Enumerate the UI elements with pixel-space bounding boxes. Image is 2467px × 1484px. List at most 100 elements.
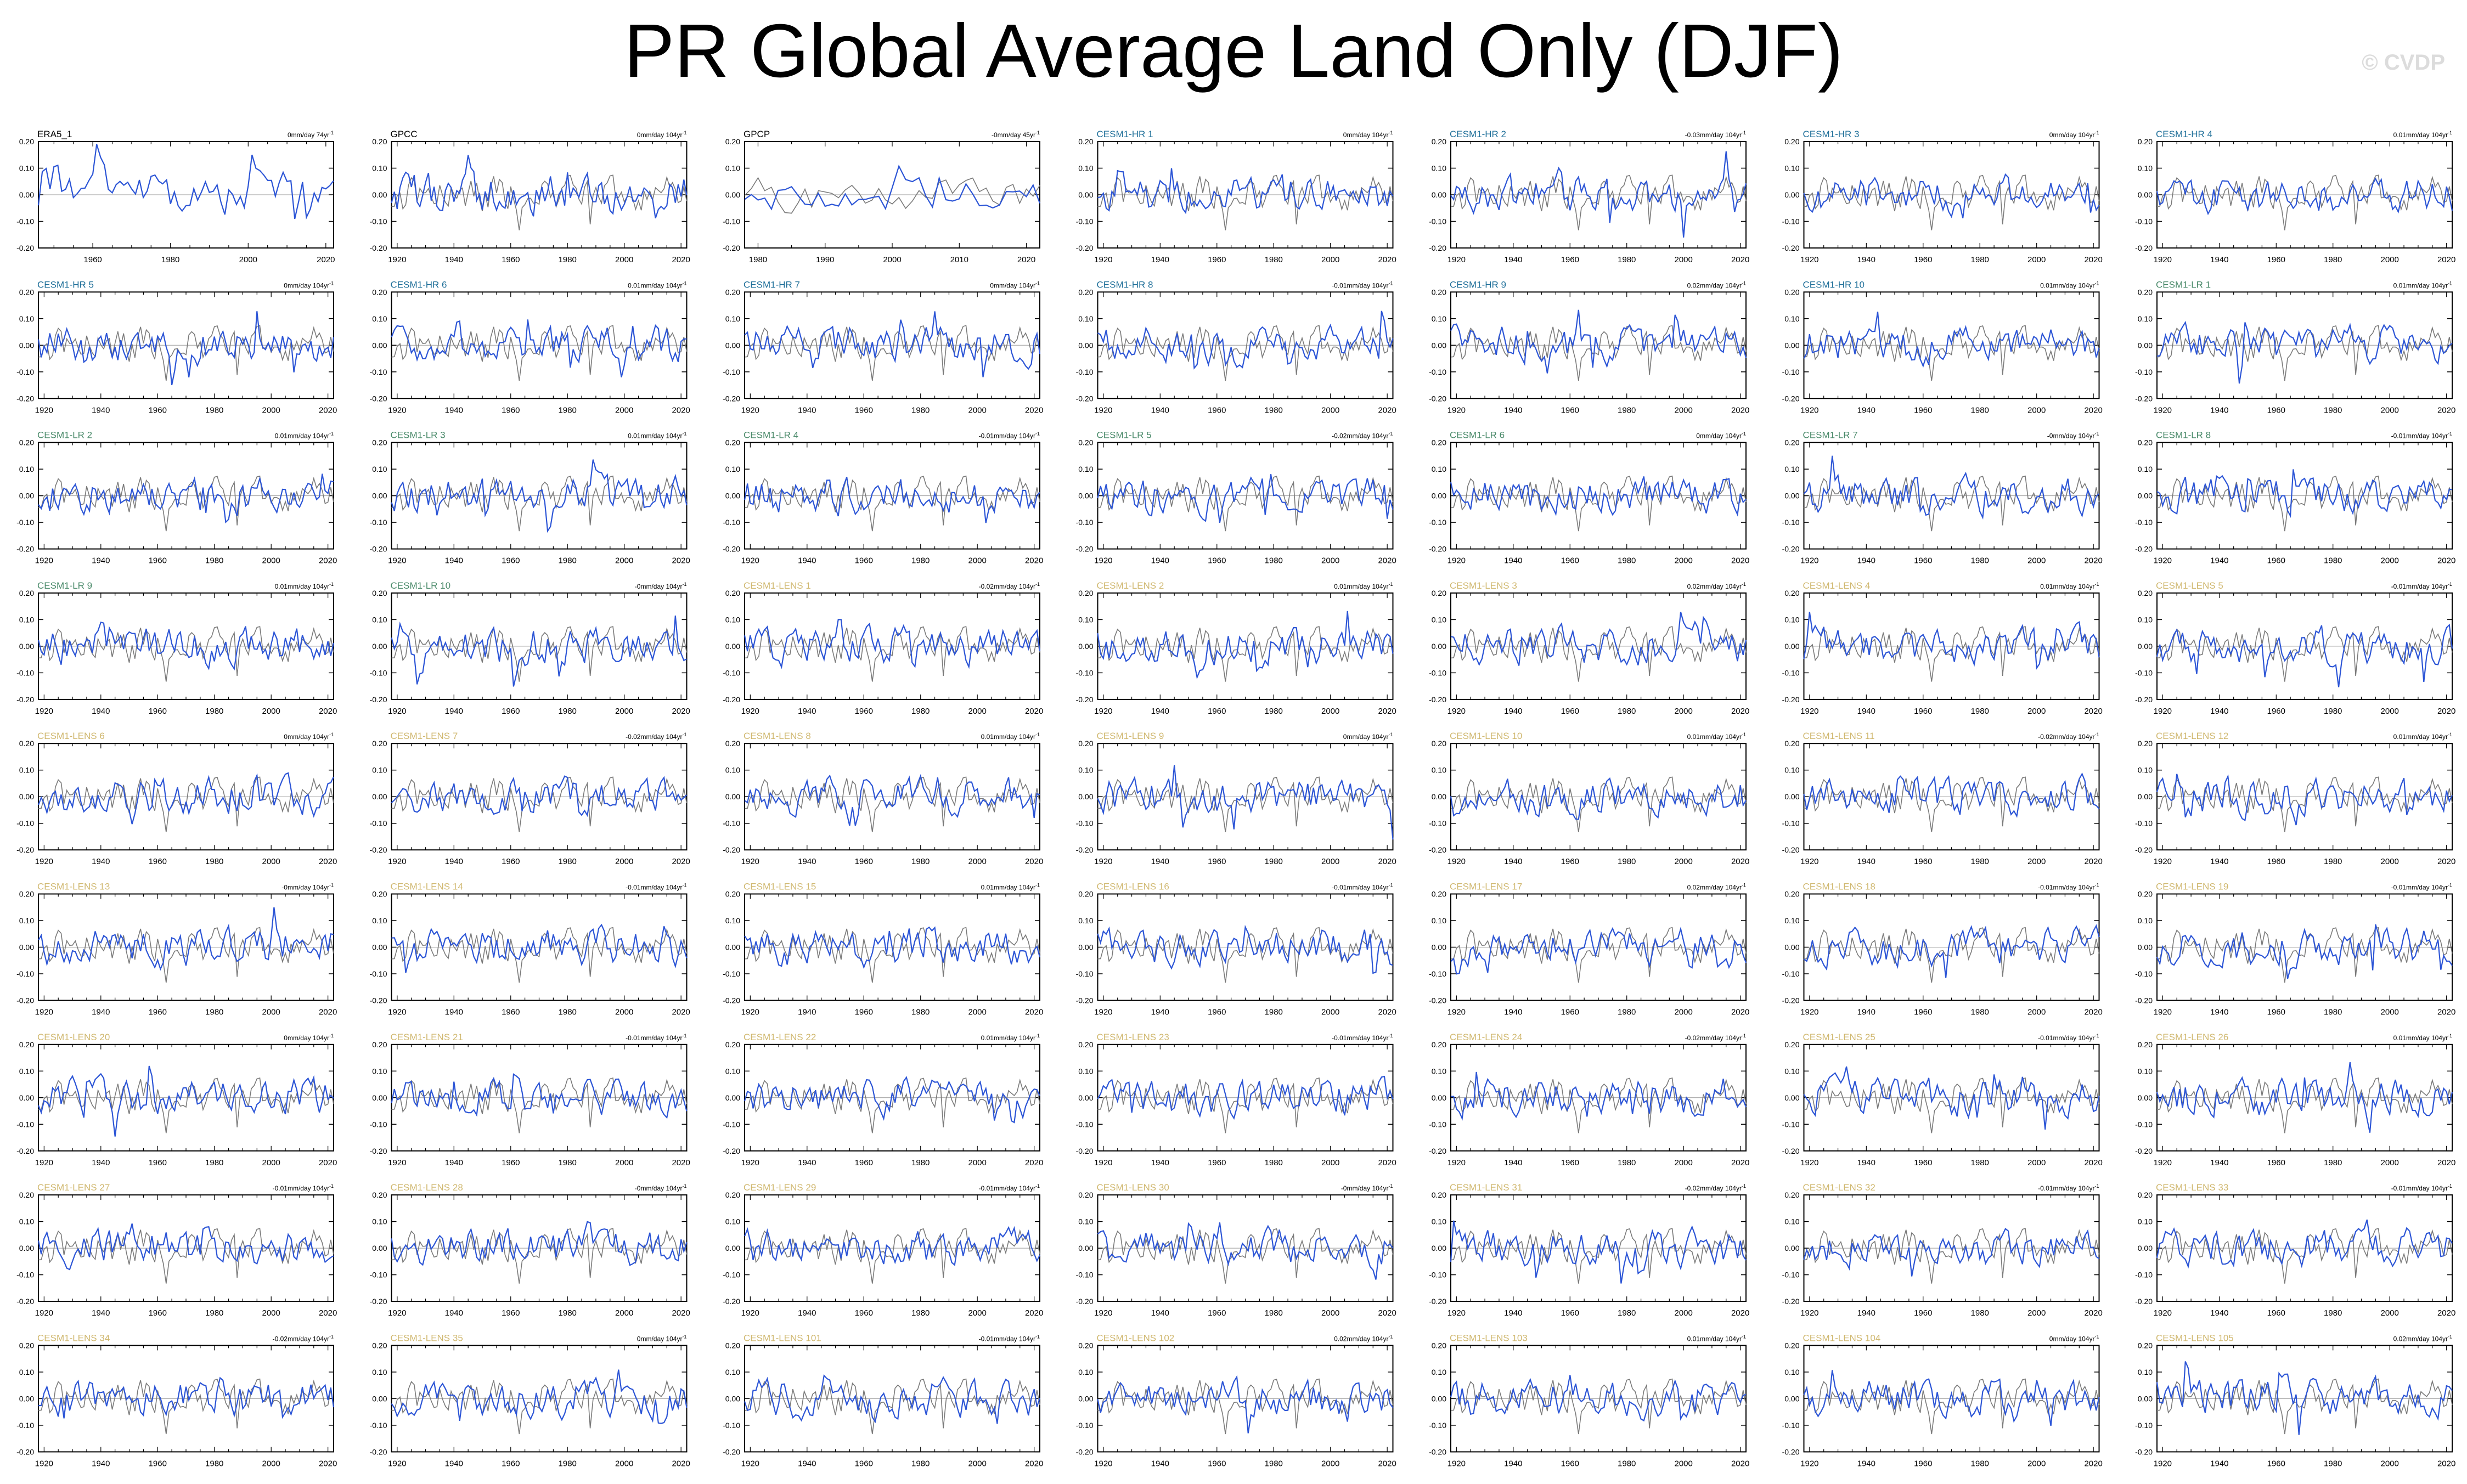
x-tick-label: 2000 <box>968 405 987 415</box>
panel: CESM1-LENS 8 0.01mm/day 104yr-1 -0.20 -0.10… <box>723 731 1043 866</box>
y-tick-label: -0.20 <box>1076 996 1094 1005</box>
panel-label: CESM1-LR 2 <box>37 430 92 441</box>
x-tick-label: 1980 <box>1971 857 1989 866</box>
series-line <box>391 1073 688 1119</box>
y-tick-label: -0.20 <box>2135 1147 2153 1155</box>
panel-label: CESM1-LENS 102 <box>1097 1333 1175 1343</box>
y-tick-label: 0.00 <box>1078 1093 1093 1102</box>
panel: CESM1-LENS 35 0mm/day 104yr-1 -0.20 -0.10 0.… <box>370 1333 690 1468</box>
y-tick-label: 0.00 <box>2138 190 2153 199</box>
obs-series-line <box>1804 776 2100 832</box>
x-tick-label: 2000 <box>2027 255 2046 264</box>
y-tick-label: -0.20 <box>16 244 34 252</box>
obs-series-line <box>744 177 1040 214</box>
y-tick-label: 0.00 <box>725 943 740 952</box>
x-tick-label: 1980 <box>911 1008 930 1017</box>
panel: CESM1-LENS 4 0.01mm/day 104yr-1 -0.20 -0.10… <box>1782 580 2103 716</box>
x-tick-label: 2020 <box>2084 255 2102 264</box>
x-tick-label: 1980 <box>1618 1308 1636 1318</box>
x-tick-label: 1980 <box>559 405 577 415</box>
trend-label: 0.01mm/day 104yr-1 <box>2040 582 2099 590</box>
trend-label: -0.01mm/day 104yr-1 <box>273 1183 334 1192</box>
y-tick-label: 0.00 <box>725 642 740 651</box>
x-tick-label: 2020 <box>1731 1308 1749 1318</box>
trend-label: -0.01mm/day 104yr-1 <box>2038 1033 2099 1042</box>
x-tick-label: 1960 <box>149 857 167 866</box>
y-tick-label: 0.20 <box>19 739 34 748</box>
series-line <box>1803 455 2100 520</box>
y-tick-label: -0.20 <box>2135 695 2153 704</box>
x-tick-label: 2000 <box>615 1008 633 1017</box>
x-tick-label: 1980 <box>1265 1459 1283 1468</box>
x-tick-label: 2020 <box>1378 405 1396 415</box>
panel: CESM1-LR 10 -0mm/day 104yr-1 -0.20 -0.10 0.0… <box>370 580 690 716</box>
x-tick-label: 2000 <box>2381 707 2399 716</box>
trend-label: 0.02mm/day 104yr-1 <box>1334 1334 1393 1342</box>
y-tick-label: 0.10 <box>19 1217 34 1226</box>
x-tick-label: 2020 <box>2084 1308 2102 1318</box>
x-tick-label: 1960 <box>1914 255 1932 264</box>
y-tick-label: 0.00 <box>1432 1244 1446 1252</box>
x-tick-label: 1920 <box>35 556 53 566</box>
x-tick-label: 1940 <box>92 857 110 866</box>
x-tick-label: 1960 <box>2267 1008 2285 1017</box>
x-tick-label: 2020 <box>672 1008 690 1017</box>
series-line <box>1097 1375 1394 1434</box>
x-tick-label: 2020 <box>1025 857 1043 866</box>
y-tick-label: -0.20 <box>1782 845 1800 854</box>
y-tick-label: -0.20 <box>1782 1297 1800 1306</box>
y-tick-label: 0.20 <box>2138 739 2153 748</box>
x-tick-label: 1980 <box>1971 255 1989 264</box>
obs-series-line <box>1097 174 1394 230</box>
panel: CESM1-LENS 13 -0mm/day 104yr-1 -0.20 -0.10 0… <box>16 882 337 1017</box>
obs-series-line <box>38 475 334 532</box>
x-tick-label: 2020 <box>672 556 690 566</box>
y-tick-label: 0.10 <box>372 1217 387 1226</box>
x-tick-label: 1940 <box>2210 1308 2228 1318</box>
x-tick-label: 1920 <box>35 1008 53 1017</box>
trend-label: 0mm/day 104yr-1 <box>1696 431 1746 440</box>
obs-series-line <box>1097 626 1394 682</box>
x-tick-label: 2020 <box>1378 556 1396 566</box>
x-tick-label: 1940 <box>1504 857 1522 866</box>
x-tick-label: 2020 <box>1731 1158 1749 1167</box>
panel-label: CESM1-LENS 18 <box>1803 882 1875 892</box>
panel-label: CESM1-HR 10 <box>1803 279 1865 290</box>
x-tick-label: 2000 <box>1321 707 1339 716</box>
y-tick-label: 0.20 <box>19 438 34 447</box>
y-tick-label: 0.10 <box>1432 916 1446 925</box>
x-tick-label: 1960 <box>502 556 520 566</box>
x-tick-label: 2000 <box>615 707 633 716</box>
y-tick-label: -0.10 <box>1076 668 1094 677</box>
y-tick-label: 0.00 <box>1784 1244 1799 1252</box>
x-tick-label: 2000 <box>1321 1008 1339 1017</box>
obs-series-line <box>38 1378 334 1435</box>
y-tick-label: -0.20 <box>723 394 740 403</box>
x-tick-label: 1920 <box>1094 1308 1112 1318</box>
y-tick-label: 0.00 <box>1432 943 1446 952</box>
y-tick-label: -0.20 <box>370 845 387 854</box>
y-tick-label: -0.10 <box>1782 217 1800 226</box>
x-tick-label: 1980 <box>2324 556 2342 566</box>
panel-label: CESM1-LENS 16 <box>1097 882 1169 892</box>
x-tick-label: 1980 <box>911 707 930 716</box>
y-tick-label: 0.00 <box>725 1244 740 1252</box>
x-tick-label: 1980 <box>559 857 577 866</box>
x-tick-label: 1920 <box>741 1308 759 1318</box>
y-tick-label: 0.10 <box>2138 1368 2153 1376</box>
x-tick-label: 1920 <box>2154 707 2172 716</box>
x-tick-label: 2000 <box>262 556 280 566</box>
x-tick-label: 1920 <box>35 857 53 866</box>
x-tick-label: 1940 <box>1504 1158 1522 1167</box>
x-tick-label: 1940 <box>1857 707 1875 716</box>
y-tick-label: -0.10 <box>1076 217 1094 226</box>
x-tick-label: 2020 <box>2084 707 2102 716</box>
x-tick-label: 1940 <box>798 1308 816 1318</box>
series-line <box>2156 623 2453 687</box>
y-tick-label: 0.10 <box>1784 916 1799 925</box>
panel: GPCC 0mm/day 104yr-1 -0.20 -0.10 0.00 0.10 0.2… <box>370 129 690 264</box>
panel: CESM1-LR 9 0.01mm/day 104yr-1 -0.20 -0.10 0.… <box>16 580 337 716</box>
x-tick-label: 1920 <box>741 1008 759 1017</box>
panel: ERA5_1 0mm/day 74yr-1 -0.20 -0.10 0.00 0.10 0.… <box>16 129 335 264</box>
x-tick-label: 2020 <box>2437 1459 2455 1468</box>
